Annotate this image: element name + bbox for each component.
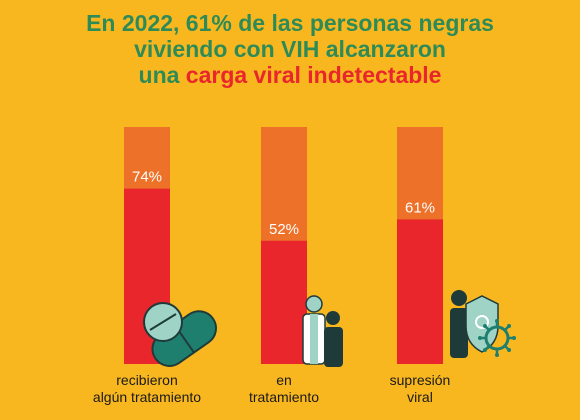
pills-icon (143, 302, 217, 367)
title-line-2: viviendo con VIH alcanzaron (134, 36, 446, 62)
bar-value-2 (397, 219, 443, 364)
category-label-1-0: en (276, 372, 292, 388)
doctor-patient-icon (302, 295, 343, 367)
category-label-2-0: supresión (390, 372, 451, 388)
title-line-1: En 2022, 61% de las personas negras (86, 10, 494, 36)
shield-virus-icon (450, 290, 516, 358)
title-line-3-prefix: una (138, 62, 186, 88)
bar-value-1 (261, 240, 307, 364)
data-label-0: 74% (132, 169, 162, 186)
data-label-2: 61% (405, 199, 435, 216)
category-label-1-1: tratamiento (249, 389, 319, 405)
title-highlight: carga viral indetectable (185, 62, 442, 88)
data-label-1: 52% (269, 221, 299, 238)
category-label-2-1: viral (407, 389, 433, 405)
category-label-0-0: recibieron (116, 372, 177, 388)
category-label-0-1: algún tratamiento (93, 389, 201, 405)
title-line-3: una carga viral indetectable (0, 62, 580, 88)
chart-title: En 2022, 61% de las personas negras vivi… (0, 10, 580, 88)
